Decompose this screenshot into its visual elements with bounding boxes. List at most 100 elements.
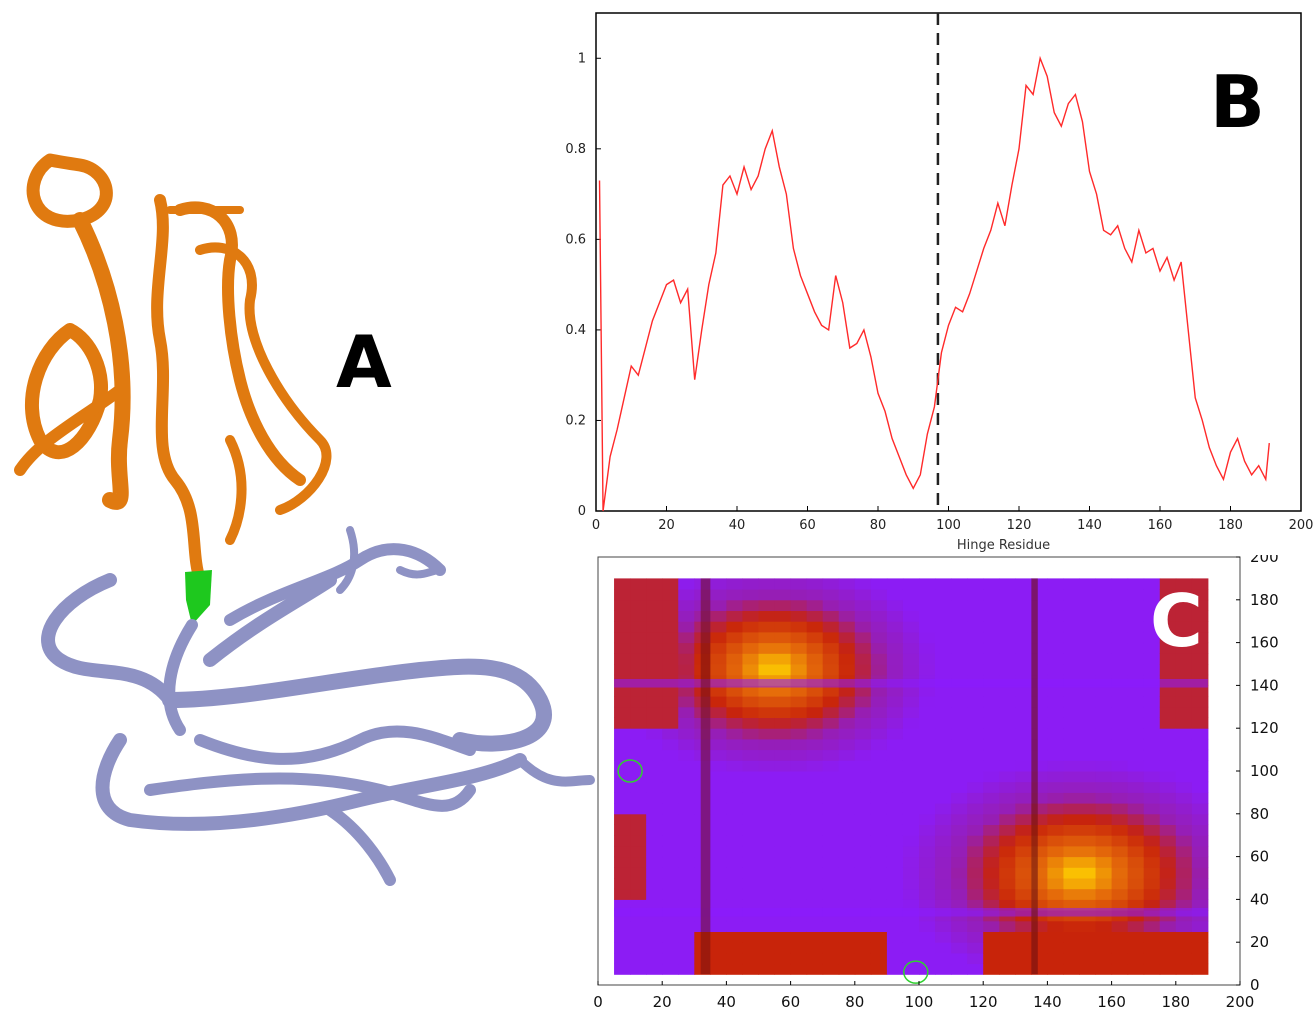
heatmap-cell [790,792,808,804]
heatmap-cell [1159,685,1177,697]
heatmap-cell [1079,781,1097,793]
heatmap-cell [822,685,840,697]
heatmap-cell [1111,696,1129,708]
heatmap-cell [822,878,840,890]
heatmap-cell [726,653,743,665]
heatmap-cell [1063,771,1080,783]
y-tick-label: 0 [1250,976,1260,994]
heatmap-cell [886,696,904,708]
heatmap-cell [614,631,631,644]
heatmap-cell [1143,781,1161,793]
heatmap-cell [967,760,984,772]
heatmap-cell [822,824,840,836]
heatmap-cell [630,728,647,740]
heatmap-cell [854,706,872,718]
heatmap-cell [822,813,840,825]
heatmap-cell [1063,664,1080,676]
heatmap-cell [758,835,776,847]
heatmap-cell [710,952,727,965]
heatmap-cell [1079,599,1097,611]
heatmap-cell [614,888,631,900]
heatmap-cell [630,685,647,697]
heatmap-cell [886,578,904,590]
heatmap-cell [1127,899,1145,911]
heatmap-cell [1127,696,1145,708]
heatmap-cell [1143,610,1161,622]
heatmap-cell [999,920,1016,932]
heatmap-cell [710,867,727,879]
heatmap-cell [1191,813,1209,825]
heatmap-cell [999,599,1016,611]
heatmap-cell [758,696,776,708]
heatmap-cell [1159,845,1177,858]
heatmap-cell [1143,749,1161,761]
heatmap-cell [790,610,808,622]
heatmap-cell [1175,952,1193,965]
heatmap-cell [822,899,840,911]
heatmap-cell [951,621,968,633]
heatmap-cell [662,824,679,836]
heatmap-cell [1047,845,1064,858]
heatmap-cell [1143,856,1161,868]
heatmap-cell [1047,706,1064,718]
heatmap-cell [951,738,968,751]
heatmap-cell [870,856,888,868]
heatmap-cell [1191,589,1209,601]
heatmap-cell [967,845,984,858]
heatmap-cell [678,599,695,611]
heatmap-cell [1015,824,1032,836]
heatmap-cell [1111,599,1129,611]
heatmap-cell [967,696,984,708]
heatmap-cell [662,792,679,804]
heatmap-cell [935,578,952,590]
heatmap-cell [774,599,792,611]
heatmap-cell [1031,685,1048,697]
heatmap-cell [822,599,840,611]
heatmap-cell [935,942,952,954]
heatmap-cell [1063,610,1080,622]
heatmap-cell [790,899,808,911]
heatmap-cell [983,899,1000,911]
heatmap-cell [854,738,872,751]
heatmap-cell [1063,792,1080,804]
heatmap-cell [758,920,776,932]
heatmap-cell [1111,610,1129,622]
heatmap-cell [646,621,663,633]
heatmap-cell [1095,760,1113,772]
heatmap-cell [999,728,1016,740]
heatmap-cell [838,717,856,729]
heatmap-cell [1031,706,1048,718]
heatmap-cell [1159,781,1177,793]
heatmap-cell [1159,803,1177,815]
heatmap-cell [646,813,663,825]
heatmap-cell [1159,942,1177,954]
heatmap-cell [1015,888,1032,900]
heatmap-cell [902,760,920,772]
heatmap-cell [774,942,792,954]
heatmap-cell [774,803,792,815]
heatmap-cell [983,824,1000,836]
heatmap-cell [630,867,647,879]
heatmap-cell [630,599,647,611]
heatmap-cell [919,738,936,751]
marker-circle [617,759,643,783]
heatmap-cell [1095,781,1113,793]
heatmap-cell [1175,899,1193,911]
heatmap-cell [822,706,840,718]
heatmap-cell [1111,803,1129,815]
heatmap-cell [1127,728,1145,740]
heatmap-cell [662,728,679,740]
heatmap-cell [967,706,984,718]
heatmap-cell [919,942,936,954]
heatmap-cell [614,824,631,836]
x-tick-label: 0 [593,993,603,1011]
heatmap-cell [806,888,824,900]
heatmap-cell [790,621,808,633]
heatmap-cell [886,899,904,911]
heatmap-cell [967,685,984,697]
heatmap-cell [951,599,968,611]
heatmap-cell [646,824,663,836]
heatmap-cell [662,878,679,890]
heatmap-cell [1095,738,1113,751]
heatmap-cell [886,738,904,751]
